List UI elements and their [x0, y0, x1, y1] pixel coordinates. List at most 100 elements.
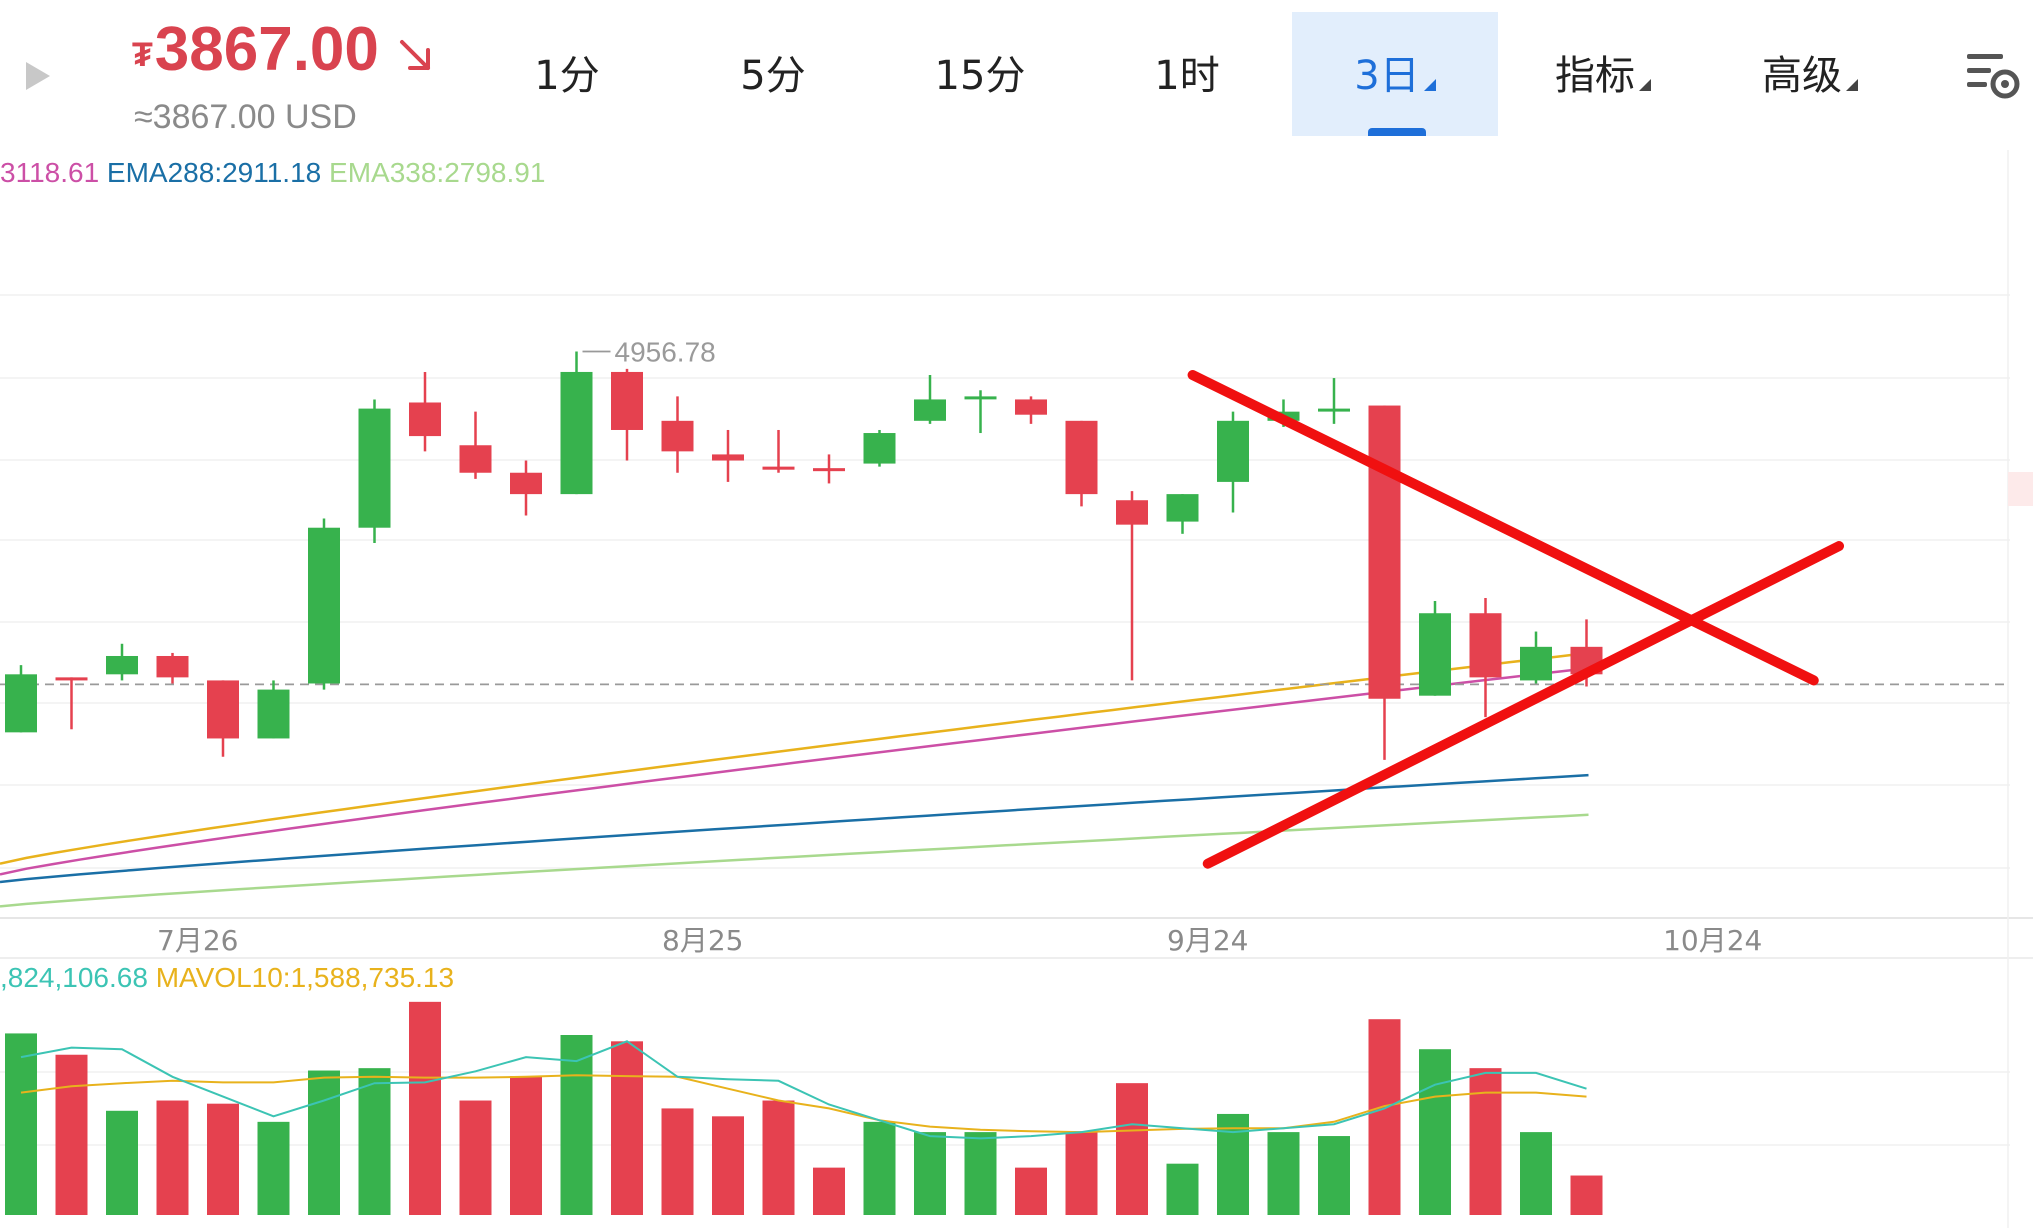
- candle-body: [762, 466, 795, 470]
- mavol10-line: [20, 1074, 1587, 1134]
- candlestick-chart[interactable]: 4956.78 7月26 8月25 9月24 10月24: [0, 150, 2033, 1228]
- ema-legend-item: 3118.61: [0, 157, 100, 188]
- candle-body: [914, 399, 946, 421]
- candle-body: [1318, 408, 1350, 412]
- tab-1hour[interactable]: 1时: [1084, 12, 1290, 136]
- candle-body: [1065, 420, 1098, 495]
- volume-bar: [1267, 1132, 1300, 1215]
- candle-body: [459, 445, 492, 473]
- volume-bar: [1520, 1132, 1552, 1215]
- volume-bar: [5, 1033, 37, 1215]
- candle-body: [308, 527, 340, 684]
- volume-bar: [712, 1116, 744, 1215]
- max-price-label: 4956.78: [615, 336, 716, 367]
- ema-line: [0, 666, 1589, 876]
- tab-1min[interactable]: 1分: [464, 12, 670, 136]
- tab-label: 3日: [1354, 53, 1420, 99]
- candle-body: [510, 472, 542, 495]
- tab-label: 1时: [1154, 53, 1220, 99]
- candle-body: [55, 677, 88, 681]
- dropdown-triangle-icon: [1423, 79, 1436, 91]
- volume-bar: [863, 1121, 896, 1215]
- dropdown-triangle-icon: [1846, 79, 1858, 91]
- volume-bar: [459, 1100, 492, 1215]
- volume-legend: ,824,106.68 MAVOL10:1,588,735.13: [0, 962, 454, 994]
- volume-bar: [409, 1001, 441, 1215]
- play-icon[interactable]: [26, 62, 50, 90]
- volume-bar: [914, 1132, 946, 1215]
- volume-bar: [1469, 1068, 1502, 1215]
- trendline-lower: [1202, 541, 1844, 869]
- volume-bar: [661, 1108, 694, 1215]
- candle-body: [1217, 420, 1249, 482]
- chart-settings-icon[interactable]: [1965, 50, 2023, 102]
- volume-bar: [510, 1076, 542, 1215]
- candle-body: [106, 655, 138, 675]
- volume-bar: [1318, 1136, 1350, 1215]
- candle-body: [1419, 613, 1451, 696]
- volume-bar: [1570, 1175, 1603, 1215]
- x-axis-label: 10月24: [1663, 924, 1762, 957]
- candle-body: [1166, 494, 1199, 522]
- usd-price: ≈3867.00 USD: [134, 98, 357, 136]
- ema-line: [0, 813, 1589, 908]
- candle-body: [207, 680, 239, 739]
- volume-bar: [1166, 1163, 1199, 1215]
- candle-body: [661, 420, 694, 452]
- tab-label: 15分: [934, 53, 1026, 99]
- active-tab-indicator: [1368, 128, 1426, 136]
- mavol5-line: [20, 1040, 1587, 1140]
- candle-body: [1368, 405, 1401, 699]
- last-price: ₮3867.00: [132, 14, 379, 85]
- volume-bar: [813, 1167, 845, 1215]
- candle-body: [409, 402, 441, 437]
- dropdown-triangle-icon: [1639, 79, 1651, 91]
- volume-bar: [1065, 1132, 1098, 1215]
- top-bar: ₮3867.00 ≈3867.00 USD 1分 5分 15分 1时 3日 指标…: [0, 0, 2033, 150]
- volume-bar: [762, 1100, 795, 1215]
- candle-body: [257, 689, 290, 739]
- volume-bar: [156, 1100, 189, 1215]
- trendline-upper: [1187, 370, 1819, 686]
- volume-bar: [55, 1054, 88, 1215]
- tab-15min[interactable]: 15分: [877, 12, 1083, 136]
- currency-symbol: ₮: [132, 36, 153, 74]
- candle-body: [1520, 646, 1552, 681]
- candle-body: [964, 396, 997, 400]
- candle-body: [5, 674, 37, 733]
- current-price-tag: [2008, 472, 2033, 506]
- volume-bar: [207, 1103, 239, 1215]
- ema-legend-item: EMA338:2798.91: [329, 157, 546, 188]
- candle-body: [863, 433, 896, 464]
- volume-bar: [560, 1035, 593, 1215]
- tab-label: 高级: [1762, 53, 1842, 99]
- mavol5-legend: ,824,106.68: [0, 962, 148, 993]
- volume-bar: [964, 1132, 997, 1215]
- candle-body: [358, 408, 391, 528]
- candle-body: [1015, 399, 1047, 415]
- candle-body: [611, 371, 643, 430]
- candle-body: [712, 454, 744, 461]
- volume-bar: [358, 1068, 391, 1215]
- candle-body: [1116, 500, 1148, 525]
- tab-5min[interactable]: 5分: [670, 12, 876, 136]
- volume-bar: [1368, 1019, 1401, 1215]
- volume-bar: [1116, 1083, 1148, 1215]
- tab-3day[interactable]: 3日: [1292, 12, 1498, 136]
- x-axis-label: 8月25: [662, 924, 743, 957]
- candle-body: [813, 468, 845, 472]
- tab-indicators[interactable]: 指标: [1500, 12, 1706, 136]
- tab-advanced[interactable]: 高级: [1707, 12, 1913, 136]
- tab-label: 1分: [534, 53, 600, 99]
- candle-body: [560, 371, 593, 495]
- ema-legend-item: EMA288:2911.18: [106, 157, 322, 188]
- candle-body: [1469, 613, 1502, 678]
- volume-bar: [308, 1070, 340, 1215]
- volume-bar: [106, 1110, 138, 1215]
- ema-line: [0, 773, 1589, 884]
- volume-bar: [1419, 1049, 1451, 1215]
- price-value: 3867.00: [154, 15, 379, 84]
- x-axis-label: 9月24: [1167, 924, 1248, 957]
- arrow-down-right-icon: [400, 40, 430, 70]
- x-axis-label: 7月26: [157, 924, 238, 957]
